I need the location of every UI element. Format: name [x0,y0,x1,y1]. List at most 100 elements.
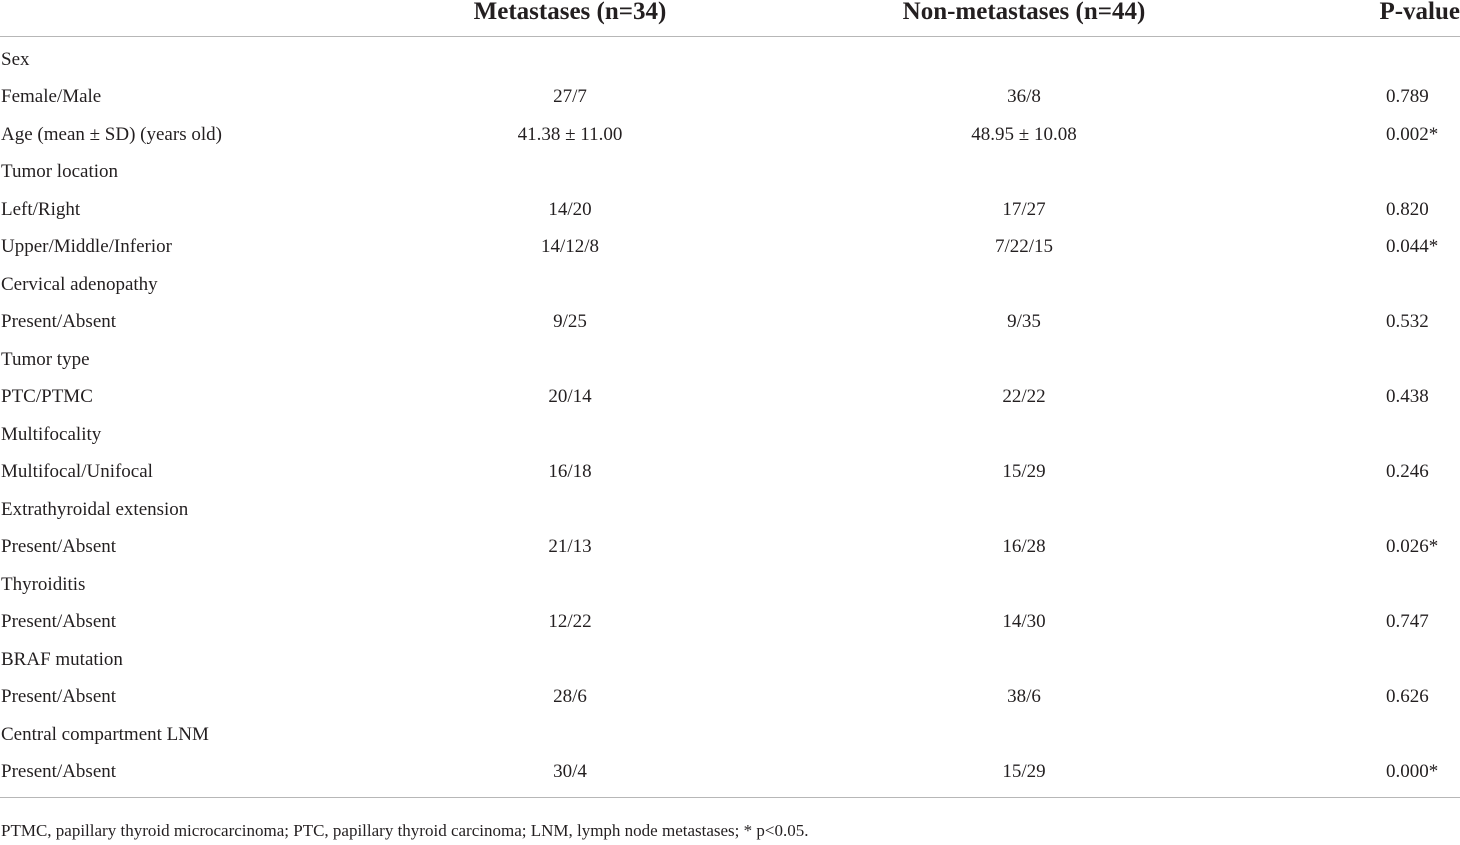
cell-metastases: 14/12/8 [540,236,600,258]
cell-non-metastases: 36/8 [1007,86,1041,108]
results-table-container: Metastases (n=34) Non-metastases (n=44) … [0,0,1460,798]
row-label: Central compartment LNM [1,723,209,745]
cell-non-metastases: 48.95 ± 10.08 [971,123,1077,145]
cell-metastases [420,716,720,754]
cell-metastases: 30/4 [420,753,720,798]
row-label: Present/Absent [0,753,420,798]
cell-non-metastases: 15/29 [1002,461,1046,483]
cell-p-value: 0.626 [1386,686,1429,708]
cell-metastases: 9/25 [553,311,587,333]
row-label: Tumor location [1,161,118,183]
row-label: Upper/Middle/Inferior [1,236,172,258]
cell-non-metastases [720,491,1328,529]
cell-metastases [420,37,720,79]
cell-p-value: 0.002* [1386,123,1439,145]
table-row: Tumor location [0,154,1460,192]
cell-non-metastases [720,341,1328,379]
row-label: Present/Absent [1,611,117,633]
row-label: Multifocality [1,423,102,445]
row-label: Tumor type [1,348,90,370]
cell-p-value: 0.438 [1386,386,1429,408]
table-row: Present/Absent 12/22 14/30 0.747 [0,604,1460,642]
cell-p-value [1328,154,1460,192]
cell-p-value [1328,566,1460,604]
table-row: Tumor type [0,341,1460,379]
table-row: BRAF mutation [0,641,1460,679]
cell-non-metastases: 7/22/15 [994,236,1054,258]
table-footnote: PTMC, papillary thyroid microcarcinoma; … [1,821,809,840]
cell-metastases: 16/18 [548,461,592,483]
cell-p-value [1328,716,1460,754]
cell-p-value: 0.747 [1386,611,1429,633]
results-table: Metastases (n=34) Non-metastases (n=44) … [0,0,1460,798]
table-row: Left/Right 14/20 17/27 0.820 [0,191,1460,229]
row-label: Present/Absent [1,311,117,333]
cell-non-metastases: 22/22 [1002,386,1046,408]
cell-metastases [420,566,720,604]
table-row: PTC/PTMC 20/14 22/22 0.438 [0,379,1460,417]
cell-metastases [420,266,720,304]
table-header: Metastases (n=34) Non-metastases (n=44) … [0,0,1460,37]
cell-non-metastases [720,266,1328,304]
row-label: Sex [1,48,30,70]
table-row: Extrathyroidal extension [0,491,1460,529]
cell-metastases: 20/14 [548,386,592,408]
cell-p-value: 0.246 [1386,461,1429,483]
table-body: Sex Female/Male 27/7 36/8 0.789 Age (mean ± S… [0,37,1460,798]
cell-p-value [1328,641,1460,679]
table-row: Upper/Middle/Inferior 14/12/8 7/22/15 0.044… [0,229,1460,267]
cell-non-metastases: 14/30 [1002,611,1046,633]
cell-p-value: 0.044* [1386,236,1439,258]
cell-non-metastases: 15/29 [720,753,1328,798]
header-p-value: P-value [1328,0,1460,37]
row-label: Left/Right [1,198,81,220]
row-label: Present/Absent [1,686,117,708]
table-row: Thyroiditis [0,566,1460,604]
row-label: Multifocal/Unifocal [1,461,153,483]
header-variable [0,0,420,37]
row-label: Cervical adenopathy [1,273,158,295]
table-row: Present/Absent 28/6 38/6 0.626 [0,679,1460,717]
cell-non-metastases [720,566,1328,604]
row-label: BRAF mutation [1,648,123,670]
cell-metastases [420,416,720,454]
cell-non-metastases [720,641,1328,679]
cell-non-metastases: 38/6 [1007,686,1041,708]
table-row: Age (mean ± SD) (years old) 41.38 ± 11.00… [0,116,1460,154]
cell-p-value: 0.532 [1386,311,1429,333]
cell-metastases: 14/20 [548,198,592,220]
cell-metastases [420,154,720,192]
table-row: Multifocality [0,416,1460,454]
cell-p-value [1328,416,1460,454]
cell-metastases [420,341,720,379]
cell-p-value [1328,341,1460,379]
table-row: Present/Absent 21/13 16/28 0.026* [0,529,1460,567]
row-label: PTC/PTMC [1,386,93,408]
row-label: Age (mean ± SD) (years old) [1,123,222,145]
table-row: Multifocal/Unifocal 16/18 15/29 0.246 [0,454,1460,492]
cell-non-metastases [720,716,1328,754]
cell-p-value: 0.026* [1386,536,1439,558]
cell-non-metastases [720,416,1328,454]
cell-metastases: 41.38 ± 11.00 [517,123,623,145]
cell-non-metastases [720,154,1328,192]
header-metastases: Metastases (n=34) [420,0,720,37]
cell-p-value: 0.000* [1328,753,1460,798]
cell-non-metastases: 17/27 [1002,198,1046,220]
cell-p-value [1328,37,1460,79]
cell-p-value [1328,266,1460,304]
cell-metastases [420,491,720,529]
cell-p-value: 0.820 [1386,198,1429,220]
row-label: Female/Male [1,86,102,108]
header-non-metastases: Non-metastases (n=44) [720,0,1328,37]
row-label: Thyroiditis [1,573,86,595]
table-row: Sex [0,37,1460,79]
cell-p-value: 0.789 [1386,86,1429,108]
cell-p-value [1328,491,1460,529]
table-row: Present/Absent 30/4 15/29 0.000* [0,753,1460,798]
row-label: Present/Absent [1,536,117,558]
table-row: Present/Absent 9/25 9/35 0.532 [0,304,1460,342]
cell-metastases [420,641,720,679]
cell-metastases: 28/6 [553,686,587,708]
header-row: Metastases (n=34) Non-metastases (n=44) … [0,0,1460,37]
